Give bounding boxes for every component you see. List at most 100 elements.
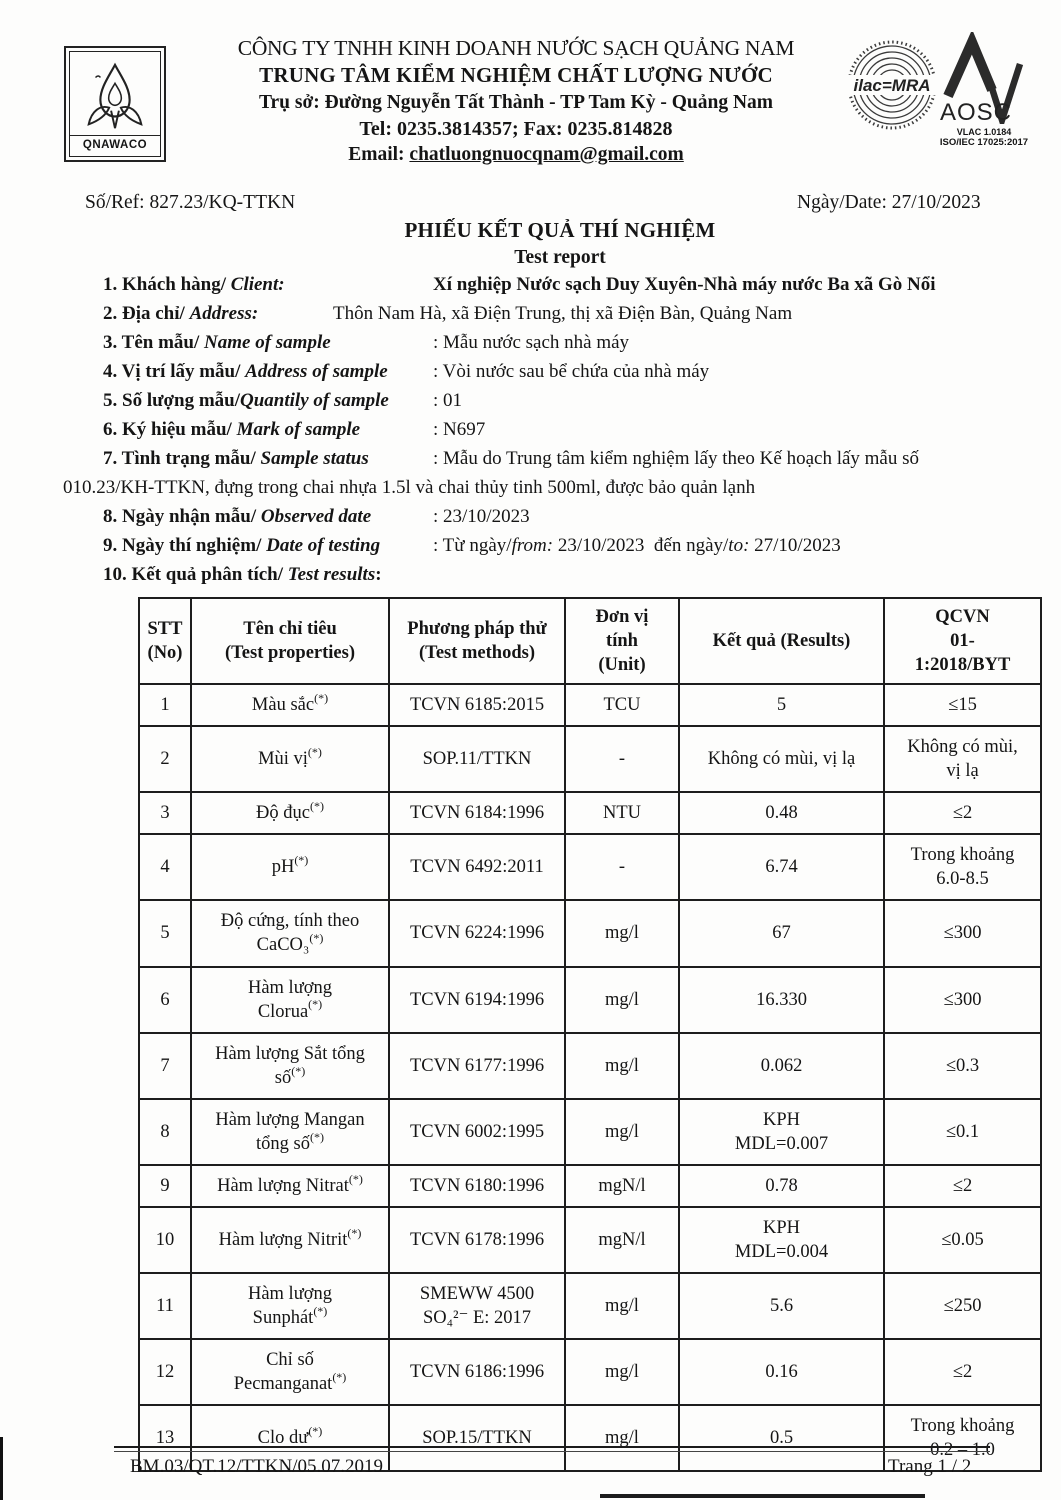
cell-method: TCVN 6492:2011 [388,833,566,902]
cell-method: TCVN 6224:1996 [388,899,566,968]
cell-unit: mgN/l [564,1163,680,1208]
water-drop-hands-icon [87,62,143,129]
info-line-sample-name: 3. Tên mẫu/ Name of sample: Mẫu nước sạc… [103,332,630,353]
info-line-observed-date: 8. Ngày nhận mẫu/ Observed date: 23/10/2… [103,506,530,527]
cell-property: Độ cứng, tính theo CaCO₃(*) [190,899,390,968]
cell-no: 4 [138,833,192,902]
cell-unit: NTU [564,791,680,836]
cell-no: 13 [138,1404,192,1473]
table-row: 2 Mùi vị(*) SOP.11/TTKN - Không có mùi, … [138,725,1042,794]
cell-result: 0.48 [678,791,885,836]
cell-no: 2 [138,725,192,794]
cell-result: 0.78 [678,1163,885,1208]
cell-no: 8 [138,1097,192,1166]
cell-method: TCVN 6185:2015 [388,683,566,728]
info-line-quantity: 5. Số lượng mẫu/Quantily of sample: 01 [103,390,463,411]
svg-text:ilac=MRA: ilac=MRA [854,76,931,95]
email-line: Email: chatluongnuocqnam@gmail.com [192,142,840,168]
cell-unit: mgN/l [564,1205,680,1274]
scan-artifact-bottom-line [600,1494,925,1498]
cell-property: Hàm lượng Nitrat(*) [190,1163,390,1208]
table-row: 13 Clo dư(*) SOP.15/TTKN mg/l 0.5 Trong … [138,1404,1042,1473]
cell-unit: mg/l [564,1338,680,1407]
col-header-qcvn: QCVN 01- 1:2018/BYT [883,596,1042,686]
table-row: 1 Màu sắc(*) TCVN 6185:2015 TCU 5 ≤15 [138,683,1042,728]
info-line-sample-address: 4. Vị trí lấy mẫu/ Address of sample: Vò… [103,361,710,382]
aosc-iso-text: ISO/IEC 17025:2017 [939,137,1029,148]
cell-method: SOP.15/TTKN [388,1404,566,1473]
table-row: 9 Hàm lượng Nitrat(*) TCVN 6180:1996 mgN… [138,1163,1042,1208]
table-row: 4 pH(*) TCVN 6492:2011 - 6.74 Trong khoả… [138,833,1042,902]
cell-no: 3 [138,791,192,836]
cell-result: 0.5 [678,1404,885,1473]
email-label: Email: [348,144,410,166]
cell-method: TCVN 6184:1996 [388,791,566,836]
footer-page-number: Trang 1 / 2 [888,1456,972,1477]
cell-property: Hàm lượng Sunphát(*) [190,1271,390,1341]
cell-limit: Trong khoảng 0.2 – 1.0 [883,1404,1042,1473]
cell-unit: - [564,725,680,794]
info-line-testing-date: 9. Ngày thí nghiệm/ Date of testing: Từ … [103,535,841,556]
table-row: 11 Hàm lượng Sunphát(*) SMEWW 4500 SO₄²⁻… [138,1271,1042,1341]
cell-method: TCVN 6186:1996 [388,1338,566,1407]
ilac-mra-icon: ilac=MRA [846,40,938,130]
logo-caption: QNAWACO [82,139,148,151]
table-row: 12 Chỉ số Pecmanganat(*) TCVN 6186:1996 … [138,1338,1042,1407]
cell-no: 7 [138,1031,192,1100]
cell-limit: ≤15 [883,683,1042,728]
scan-artifact-left-edge [0,1437,3,1500]
col-header-methods: Phương pháp thử (Test methods) [388,596,566,686]
cell-limit: Trong khoảng 6.0-8.5 [883,833,1042,902]
footer-divider [114,1446,990,1452]
cell-property: Hàm lượng Mangan tổng số(*) [190,1097,390,1166]
info-line-client: 1. Khách hàng/ Client: Xí nghiệp Nước sạc… [103,274,936,295]
cell-result: 0.16 [678,1338,885,1407]
table-row: 10 Hàm lượng Nitrit(*) TCVN 6178:1996 mg… [138,1205,1042,1274]
cell-limit: ≤300 [883,965,1042,1034]
cell-limit: ≤0.3 [883,1031,1042,1100]
info-line-mark: 6. Ký hiệu mẫu/ Mark of sample: N697 [103,419,486,440]
sample-info-list: 1. Khách hàng/ Client: Xí nghiệp Nước sạc… [63,274,1003,593]
cell-property: Mùi vị(*) [190,725,390,794]
cell-limit: Không có mùi, vị lạ [883,725,1042,794]
cell-unit: mg/l [564,1097,680,1166]
letterhead: CÔNG TY TNHH KINH DOANH NƯỚC SẠCH QUẢNG … [192,34,840,168]
cell-unit: mg/l [564,899,680,968]
cell-limit: ≤0.1 [883,1097,1042,1166]
cell-result: 67 [678,899,885,968]
cell-limit: ≤300 [883,899,1042,968]
cell-property: Độ đục(*) [190,791,390,836]
email-address: chatluongnuocqnam@gmail.com [409,144,684,166]
cell-limit: ≤2 [883,1338,1042,1407]
cell-no: 5 [138,899,192,968]
svg-text:AOSC: AOSC [940,99,1012,124]
cell-method: TCVN 6178:1996 [388,1205,566,1274]
page-title: PHIẾU KẾT QUẢ THÍ NGHIỆM [404,218,716,242]
aosc-vlac-text: VLAC 1.0184 [956,127,1012,137]
cell-property: Clo dư(*) [190,1404,390,1473]
cell-property: Hàm lượng Clorua(*) [190,965,390,1034]
table-row: 5 Độ cứng, tính theo CaCO₃(*) TCVN 6224:… [138,899,1042,968]
cell-no: 10 [138,1205,192,1274]
results-table: STT (No) Tên chỉ tiêu (Test properties) … [138,596,1042,1473]
center-name: TRUNG TÂM KIỂM NGHIỆM CHẤT LƯỢNG NƯỚC [259,63,773,88]
hq-address: Trụ sở: Đường Nguyễn Tất Thành - TP Tam … [258,92,774,114]
cell-method: TCVN 6194:1996 [388,965,566,1034]
aosc-icon: AOSC [940,29,1024,131]
report-date: Ngày/Date: 27/10/2023 [797,192,981,213]
cell-limit: ≤2 [883,791,1042,836]
cell-no: 9 [138,1163,192,1208]
table-row: 6 Hàm lượng Clorua(*) TCVN 6194:1996 mg/… [138,965,1042,1034]
cell-property: Màu sắc(*) [190,683,390,728]
cell-method: SMEWW 4500 SO₄²⁻ E: 2017 [388,1271,566,1341]
cell-unit: mg/l [564,965,680,1034]
table-row: 3 Độ đục(*) TCVN 6184:1996 NTU 0.48 ≤2 [138,791,1042,836]
tel-fax: Tel: 0235.3814357; Fax: 0235.814828 [359,117,673,140]
cell-method: TCVN 6177:1996 [388,1031,566,1100]
cell-method: SOP.11/TTKN [388,725,566,794]
qnawaco-logo: QNAWACO [64,46,166,162]
results-table-body: 1 Màu sắc(*) TCVN 6185:2015 TCU 5 ≤15 2 … [138,683,1042,1473]
cell-unit: - [564,833,680,902]
cell-method: TCVN 6180:1996 [388,1163,566,1208]
